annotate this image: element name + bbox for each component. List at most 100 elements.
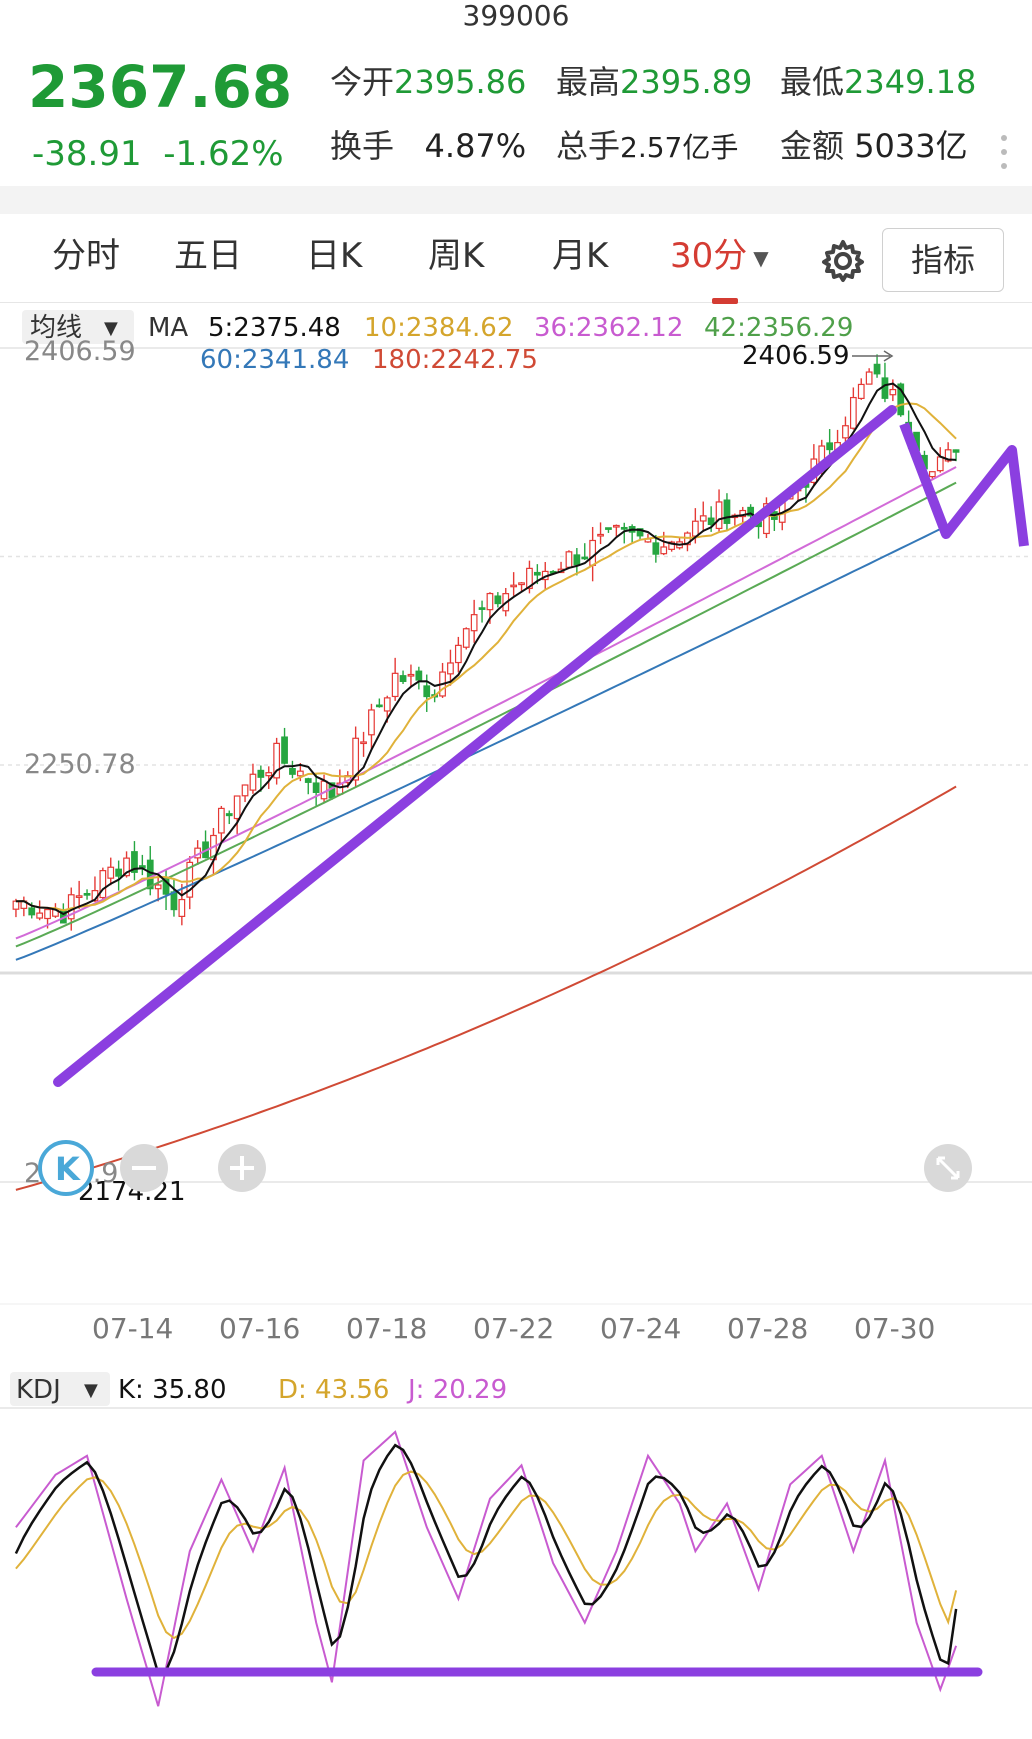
candle-body	[107, 866, 115, 879]
open-stat: 今开2395.86	[330, 62, 526, 102]
candle-body	[660, 546, 668, 555]
ma42-label: 42:2356.29	[704, 313, 853, 343]
kdj-j-line	[15, 1430, 958, 1707]
candle-body	[565, 551, 573, 568]
open-value: 2395.86	[394, 63, 527, 101]
candle-body	[131, 851, 138, 873]
ma10-label: 10:2384.62	[364, 313, 513, 343]
indicator-button[interactable]: 指标	[882, 228, 1004, 292]
tab-five-day[interactable]: 五日	[174, 236, 242, 276]
candle-body	[620, 526, 628, 530]
candle-body	[454, 644, 462, 664]
candle-body	[320, 780, 328, 800]
kdj-j-label: J: 20.29	[406, 1375, 507, 1405]
tab-30min[interactable]: 30分 ▼	[670, 234, 769, 280]
candle-body	[447, 662, 454, 675]
x-axis-label: 07-16	[219, 1312, 300, 1345]
change-percent: -1.62%	[163, 134, 284, 174]
ma-selector-box[interactable]	[22, 310, 134, 344]
candle-body	[99, 870, 107, 899]
ma-selector[interactable]: 均线	[30, 313, 82, 343]
candle-body	[652, 542, 660, 555]
kdj-selector[interactable]: KDJ	[16, 1375, 61, 1405]
ma180-line	[15, 785, 957, 1191]
k-logo-glyph: K	[55, 1150, 81, 1188]
candle-body	[478, 607, 486, 610]
volume-stat: 总手2.57亿手	[556, 126, 738, 168]
candle-body	[12, 900, 20, 910]
candle-body	[510, 584, 518, 588]
kdj-chart[interactable]: KDJ ▼ K: 35.80 D: 43.56 J: 20.29	[0, 1360, 1032, 1739]
price-change: -38.91 -1.62%	[32, 132, 284, 176]
max-marker: 2406.59	[742, 341, 850, 371]
turnover-stat: 换手 4.87%	[330, 126, 526, 166]
candle-body	[723, 499, 731, 524]
candle-body	[407, 673, 415, 677]
x-axis-label: 07-22	[473, 1312, 554, 1345]
high-value: 2395.89	[620, 63, 753, 101]
candle-body	[241, 784, 249, 797]
candle-body	[352, 737, 360, 781]
quote-panel: 2367.68 -38.91 -1.62% 今开2395.86 最高2395.8…	[0, 40, 1032, 186]
ma36-label: 36:2362.12	[534, 313, 683, 343]
candle-body	[747, 506, 755, 517]
low-value: 2349.18	[844, 63, 977, 101]
top-bar: 399006	[0, 0, 1032, 36]
candle-body	[383, 697, 391, 712]
y-axis-label-middle: 2250.78	[24, 749, 136, 780]
kdj-k-label: K: 35.80	[118, 1375, 227, 1405]
candle-body	[399, 675, 407, 682]
candlestick-chart[interactable]: 均线 ▼ MA 5:2375.48 10:2384.62 36:2362.12 …	[0, 302, 1032, 1352]
tab-intraday[interactable]: 分时	[52, 236, 120, 276]
chevron-down-icon: ▼	[104, 318, 118, 339]
candle-body	[83, 892, 91, 896]
candle-body	[691, 520, 699, 537]
candle-body	[304, 778, 312, 783]
candle-body	[154, 884, 162, 890]
candle-body	[707, 517, 715, 526]
candle-body	[612, 524, 620, 528]
candle-body	[952, 449, 960, 453]
zoom-in-glyph	[230, 1156, 254, 1180]
candle-body	[67, 894, 75, 920]
candle-body	[573, 554, 581, 566]
gear-icon[interactable]	[820, 238, 866, 284]
candle-body	[415, 670, 423, 681]
candle-body	[897, 383, 905, 416]
tab-weekly-k[interactable]: 周K	[428, 236, 485, 276]
ma42-line	[15, 481, 957, 948]
candle-body	[873, 363, 881, 375]
kdj-selector-box[interactable]	[10, 1372, 110, 1406]
candle-body	[881, 377, 889, 399]
candle-body	[368, 709, 375, 736]
candle-body	[494, 595, 502, 605]
candle-body	[360, 741, 367, 745]
arrow-right-icon	[883, 350, 894, 362]
candle-body	[486, 592, 494, 611]
amount-stat: 金额 5033亿	[780, 126, 968, 166]
candle-body	[944, 449, 952, 462]
candle-body	[526, 567, 533, 590]
fullscreen-glyph	[936, 1156, 960, 1180]
candle-body	[217, 807, 225, 834]
candle-body	[225, 813, 233, 817]
ma36-line	[15, 466, 957, 940]
candle-body	[636, 528, 644, 537]
tab-monthly-k[interactable]: 月K	[552, 236, 609, 276]
ma60-label: 60:2341.84	[200, 345, 349, 375]
candle-body	[391, 672, 399, 698]
high-label: 最高	[556, 63, 621, 101]
candle-body	[826, 442, 834, 451]
k-logo-icon[interactable]	[38, 1140, 94, 1196]
candle-body	[605, 527, 612, 530]
candle-body	[936, 456, 944, 472]
candle-body	[265, 772, 273, 777]
tab-daily-k[interactable]: 日K	[306, 236, 363, 276]
low-stat: 最低2349.18	[780, 62, 976, 102]
active-tab-indicator	[712, 298, 738, 304]
low-label: 最低	[780, 63, 845, 101]
amount-label: 金额	[780, 127, 845, 165]
more-dots-icon[interactable]	[1000, 132, 1008, 172]
candle-body	[36, 912, 44, 919]
y-axis-label-top: 2406.59	[24, 336, 136, 367]
